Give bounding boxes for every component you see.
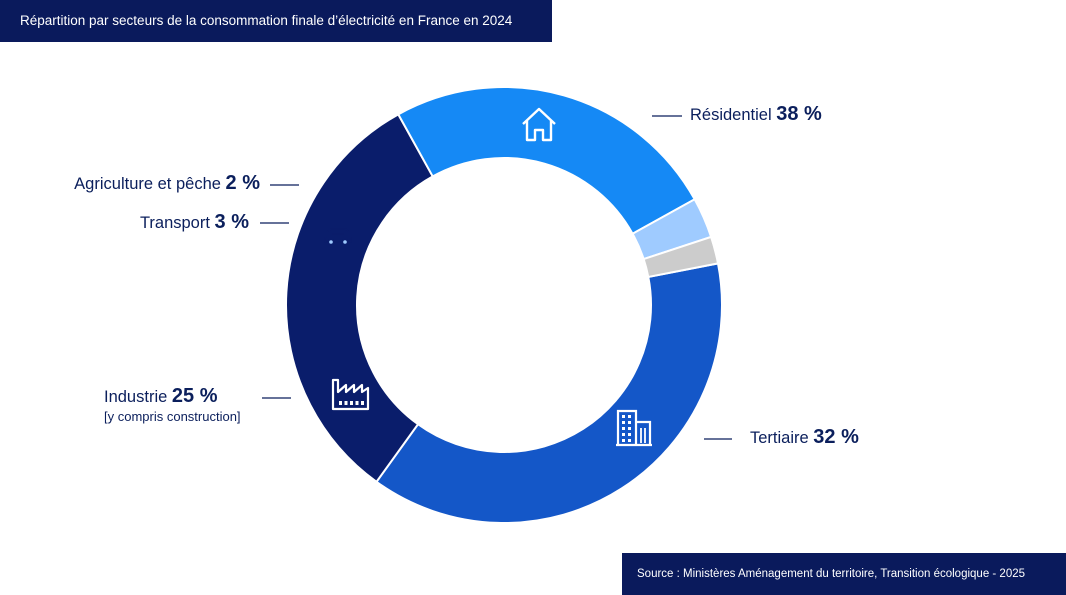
slice-tertiaire (285, 112, 435, 484)
label-agriculture-name: Agriculture et pêche (74, 175, 221, 193)
source-note: Source : Ministères Aménagement du terri… (622, 553, 1066, 595)
label-industrie: Industrie 25 % [y compris construction] (104, 386, 241, 425)
slice-agriculture (642, 235, 720, 279)
house-icon (522, 107, 556, 142)
label-agriculture-value: 2 % (225, 172, 260, 194)
factory-icon (331, 378, 370, 411)
label-industrie-note: [y compris construction] (104, 409, 241, 424)
label-agriculture: Agriculture et pêche 2 % (74, 173, 260, 194)
label-residentiel-value: 38 % (776, 103, 822, 125)
slice-industrie (396, 86, 697, 236)
label-residentiel-name: Résidentiel (690, 106, 772, 124)
label-tertiaire-name: Tertiaire (750, 429, 809, 447)
chart-title: Répartition par secteurs de la consommat… (0, 0, 552, 42)
label-industrie-value: 25 % (171, 385, 218, 407)
car-icon (324, 228, 352, 246)
label-transport: Transport 3 % (140, 212, 249, 233)
label-tertiaire: Tertiaire 32 % (750, 427, 859, 448)
label-transport-name: Transport (139, 214, 210, 232)
label-industrie-name: Industrie (104, 388, 168, 406)
label-residentiel: Résidentiel 38 % (690, 104, 822, 125)
label-transport-value: 3 % (214, 211, 249, 233)
slice-residentiel (375, 262, 723, 524)
label-tertiaire-value: 32 % (813, 426, 859, 448)
office-building-icon (616, 409, 652, 447)
